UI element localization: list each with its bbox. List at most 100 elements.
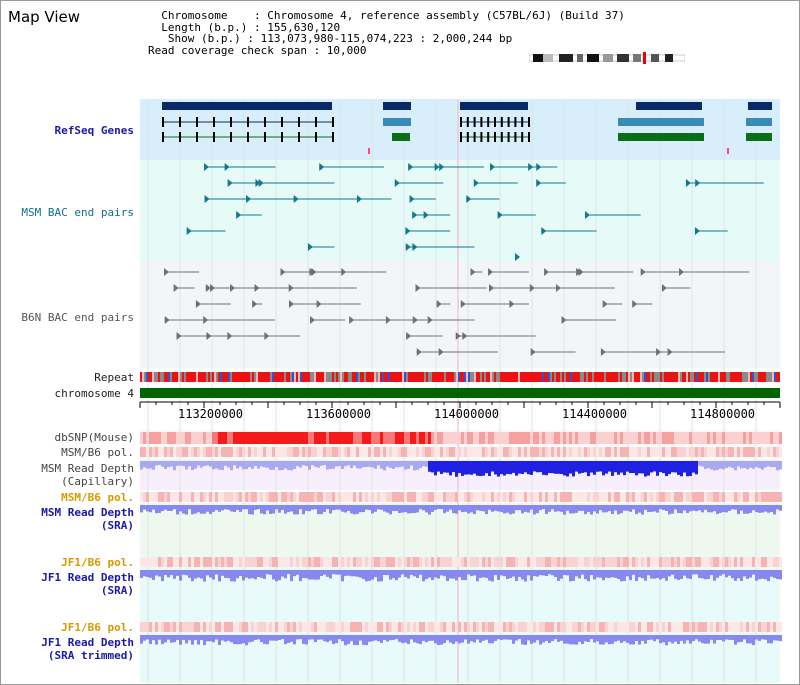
depth-bar [551,505,554,510]
heat-mark [215,622,218,632]
depth-bar [413,635,416,643]
heat-mark [548,492,551,502]
repeat-mark [456,372,458,382]
depth-bar [299,570,302,582]
depth-bar [353,570,356,577]
heat-mark [389,622,392,632]
heat-mark [518,557,521,567]
depth-bar [434,635,437,644]
heat-mark [287,492,290,502]
depth-bar [272,461,275,470]
depth-bar [590,461,593,473]
heat-mark [287,622,290,632]
exon [507,117,510,127]
depth-bar [641,570,644,579]
depth-bar [770,505,773,513]
chromosome-ideogram[interactable] [529,51,685,65]
depth-bar [509,570,512,579]
repeat-mark [312,372,314,382]
heat-mark [461,622,464,632]
heat-mark [149,557,152,567]
depth-bar [359,635,362,641]
heat-mark [584,432,587,444]
depth-bar [230,570,233,582]
heat-mark [206,432,209,444]
depth-bar [398,570,401,578]
axis-tick-label: 114400000 [562,407,628,421]
bac-end-marker [602,300,608,308]
heat-mark [647,622,650,632]
repeat-mark [396,372,398,382]
depth-bar [485,461,488,474]
heat-mark [707,432,710,444]
depth-bar [515,505,518,511]
bac-end-marker [509,300,515,308]
heat-mark [581,432,584,444]
heat-mark [218,492,221,502]
heat-mark [581,447,584,457]
heat-mark [755,622,758,632]
depth-bar [251,505,254,515]
depth-bar [608,461,611,472]
heat-mark [473,432,476,444]
depth-bar [359,461,362,469]
depth-bar [188,635,191,641]
heat-mark [545,492,548,502]
heat-mark [239,492,242,502]
depth-bar [590,570,593,576]
depth-bar [530,635,533,644]
heat-mark [650,492,653,502]
heat-mark [407,447,410,457]
heat-mark [458,432,461,444]
heat-mark [644,557,647,567]
repeat-mark [760,372,762,382]
heat-mark [449,492,452,502]
heat-mark [359,432,362,444]
depth-bar [497,505,500,512]
depth-bar [215,461,218,469]
depth-bar [494,505,497,511]
depth-bar [182,570,185,575]
depth-bar [665,635,668,646]
heat-mark [248,432,251,444]
heat-mark [161,557,164,567]
heat-mark [254,622,257,632]
depth-bar [734,505,737,510]
depth-bar [539,505,542,511]
depth-bar [338,635,341,640]
heat-mark [554,447,557,457]
heat-mark [260,622,263,632]
heat-mark [569,622,572,632]
heat-mark [683,447,686,457]
heat-mark [650,622,653,632]
heat-mark [356,447,359,457]
heat-mark [452,447,455,457]
depth-bar [767,635,770,644]
heat-mark [350,432,353,444]
heat-mark [758,447,761,457]
depth-bar [437,505,440,510]
heat-mark [209,622,212,632]
repeat-mark [550,372,552,382]
heat-mark [317,557,320,567]
depth-bar [176,505,179,515]
repeat-mark [560,372,562,382]
heat-mark [383,622,386,632]
heat-mark [536,557,539,567]
depth-bar [236,635,239,645]
depth-bar [608,635,611,645]
depth-bar [263,461,266,468]
heat-mark [377,557,380,567]
depth-bar [656,635,659,640]
depth-bar [419,505,422,510]
depth-bar [746,570,749,579]
heat-mark [527,622,530,632]
heat-mark [275,557,278,567]
repeat-mark [526,372,528,382]
depth-bar [206,570,209,576]
depth-bar [683,505,686,511]
depth-bar [362,635,365,645]
repeat-mark [688,372,690,382]
depth-bar [596,461,599,472]
